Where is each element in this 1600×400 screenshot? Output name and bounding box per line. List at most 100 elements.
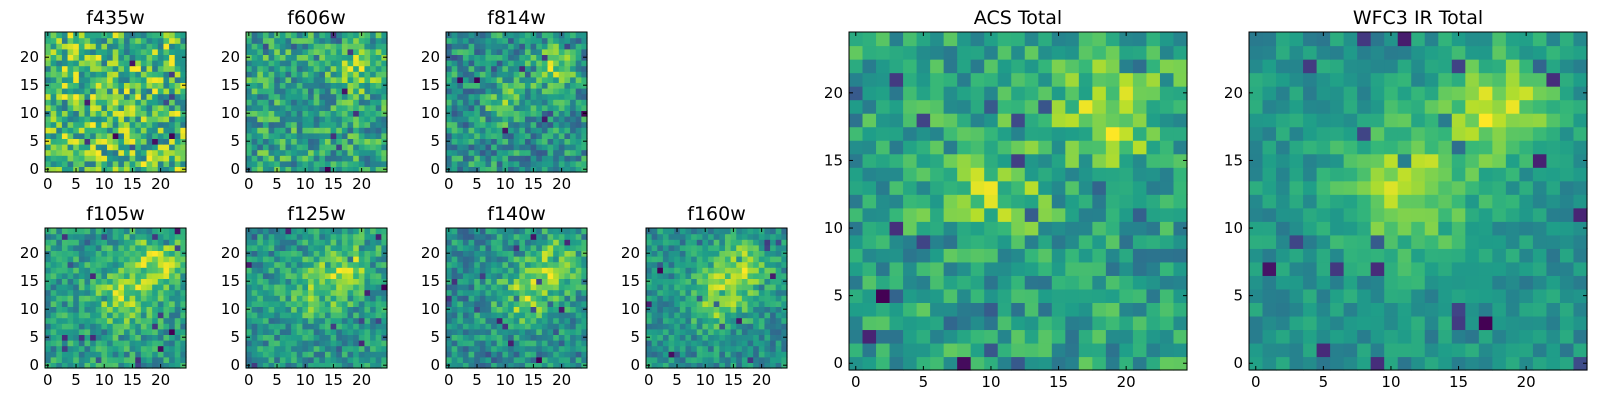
heatmap-cell xyxy=(575,60,582,67)
heatmap-cell xyxy=(358,116,366,123)
heatmap-cell xyxy=(547,82,554,89)
heatmap-cell xyxy=(95,239,102,246)
heatmap-cell xyxy=(50,116,57,123)
heatmap-cell xyxy=(163,351,170,358)
heatmap-cell xyxy=(101,60,108,67)
heatmap-cell xyxy=(758,289,766,296)
heatmap-cell xyxy=(291,76,298,83)
heatmap-cell xyxy=(285,233,292,240)
heatmap-cell xyxy=(302,312,309,319)
heatmap-cell xyxy=(285,99,292,106)
heatmap-cell xyxy=(691,289,698,296)
heatmap-cell xyxy=(1132,180,1148,195)
heatmap-cell xyxy=(862,329,877,344)
heatmap-cell xyxy=(364,76,371,83)
heatmap-cell xyxy=(375,267,382,274)
heatmap-cell xyxy=(157,328,165,335)
heatmap-cell xyxy=(257,250,264,257)
heatmap-cell xyxy=(140,278,148,285)
heatmap-cell xyxy=(570,239,577,246)
heatmap-cell xyxy=(56,71,63,78)
x-tick-label: 5 xyxy=(272,175,282,193)
heatmap-cell xyxy=(73,300,80,307)
heatmap-cell xyxy=(491,295,498,302)
heatmap-cell xyxy=(268,138,275,145)
heatmap-cell xyxy=(73,149,80,156)
heatmap-cell xyxy=(174,71,181,78)
heatmap-cell xyxy=(140,155,148,162)
heatmap-cell xyxy=(279,306,287,313)
heatmap-cell xyxy=(107,32,114,39)
heatmap-cell xyxy=(536,104,543,111)
heatmap-cell xyxy=(719,312,726,319)
heatmap-cell xyxy=(73,76,80,83)
heatmap-cell xyxy=(370,256,377,263)
heatmap-cell xyxy=(146,244,153,251)
heatmap-cell xyxy=(129,149,136,156)
heatmap-cell xyxy=(308,155,315,162)
heatmap-cell xyxy=(45,149,52,156)
heatmap-cell xyxy=(302,71,309,78)
heatmap-cell xyxy=(67,116,74,123)
heatmap-cell xyxy=(291,54,298,61)
heatmap-cell xyxy=(353,284,360,291)
heatmap-cell xyxy=(496,256,503,263)
heatmap-cell xyxy=(446,261,453,268)
heatmap-cell xyxy=(1024,221,1039,236)
heatmap-cell xyxy=(508,127,515,134)
heatmap-cell xyxy=(758,345,766,352)
heatmap-cell xyxy=(112,317,119,324)
heatmap-cell xyxy=(889,180,904,195)
heatmap-cell xyxy=(375,121,382,128)
heatmap-cell xyxy=(747,300,754,307)
heatmap-cell xyxy=(696,317,703,324)
heatmap-cell xyxy=(135,351,142,358)
heatmap-cell xyxy=(536,144,543,151)
heatmap-cell xyxy=(564,267,571,274)
heatmap-cell xyxy=(997,356,1012,371)
heatmap-cell xyxy=(50,306,57,313)
heatmap-cell xyxy=(129,272,136,279)
heatmap-cell xyxy=(513,306,520,313)
heatmap-cell xyxy=(468,132,475,139)
heatmap-cell xyxy=(169,155,176,162)
heatmap-cell xyxy=(302,110,309,117)
heatmap-cell xyxy=(268,328,275,335)
heatmap-cell xyxy=(123,160,131,167)
heatmap-cell xyxy=(485,289,492,296)
heatmap-cell xyxy=(274,37,281,44)
heatmap-cell xyxy=(180,127,187,134)
heatmap-cell xyxy=(651,356,658,363)
heatmap-cell xyxy=(696,272,703,279)
heatmap-cell xyxy=(246,295,253,302)
heatmap-cell xyxy=(691,300,698,307)
heatmap-cell xyxy=(302,317,309,324)
heatmap-cell xyxy=(319,244,326,251)
heatmap-cell xyxy=(970,194,985,209)
heatmap-cell xyxy=(916,221,931,236)
heatmap-cell xyxy=(268,272,275,279)
heatmap-cell xyxy=(302,65,309,72)
heatmap-cell xyxy=(163,317,170,324)
heatmap-cell xyxy=(1132,194,1148,209)
heatmap-cell xyxy=(770,345,777,352)
heatmap-cell xyxy=(274,121,281,128)
heatmap-cell xyxy=(491,149,498,156)
heatmap-cell xyxy=(78,155,86,162)
heatmap-cell xyxy=(1173,315,1188,331)
heatmap-cell xyxy=(446,312,453,319)
heatmap-cell xyxy=(530,250,537,257)
heatmap-cell xyxy=(146,233,153,240)
heatmap-cell xyxy=(381,284,388,291)
heatmap-cell xyxy=(758,239,766,246)
heatmap-cell xyxy=(479,356,487,363)
heatmap-cell xyxy=(849,221,864,236)
heatmap-cell xyxy=(462,312,470,319)
heatmap-cell xyxy=(446,99,453,106)
heatmap-cell xyxy=(84,149,91,156)
heatmap-cell xyxy=(140,93,148,100)
heatmap-cell xyxy=(73,340,80,347)
heatmap-cell xyxy=(381,317,388,324)
heatmap-cell xyxy=(67,155,74,162)
heatmap-cell xyxy=(530,54,537,61)
